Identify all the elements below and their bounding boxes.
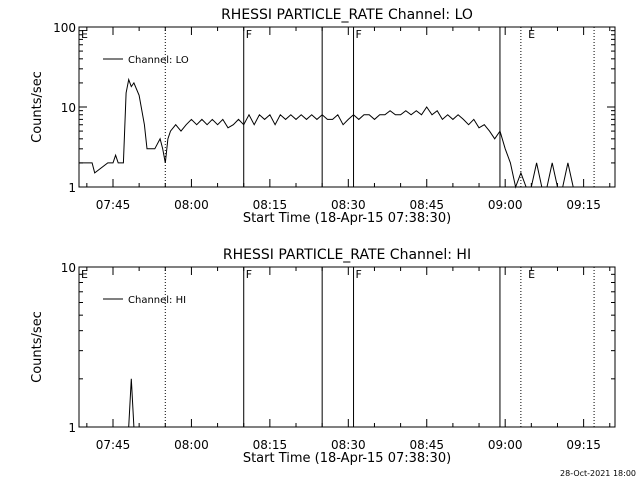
- series-line: [79, 77, 579, 189]
- x-tick-label: 08:45: [409, 438, 444, 452]
- plot-frame: [78, 266, 616, 428]
- x-tick-label: 08:30: [331, 438, 366, 452]
- flag-label: F: [246, 28, 252, 41]
- series-line: [128, 378, 135, 428]
- x-tick-label: 08:45: [409, 198, 444, 212]
- flag-label: F: [246, 268, 252, 281]
- flag-label: E: [528, 268, 535, 281]
- chart-title: RHESSI PARTICLE_RATE Channel: LO: [221, 7, 473, 23]
- legend-entry: Channel: LO: [128, 55, 189, 66]
- flag-label: F: [356, 268, 362, 281]
- x-tick-label: 08:15: [253, 438, 288, 452]
- y-tick-label: 10: [61, 101, 76, 115]
- flag-label: E: [81, 28, 88, 41]
- y-tick-label: 100: [53, 21, 76, 35]
- panel-hi: RHESSI PARTICLE_RATE Channel: HI E F F E Chan…: [30, 247, 616, 466]
- x-tick-label: 09:00: [488, 198, 523, 212]
- y-axis-label: Counts/sec: [30, 311, 45, 383]
- flag-label: E: [81, 268, 88, 281]
- chart-title: RHESSI PARTICLE_RATE Channel: HI: [223, 247, 471, 263]
- x-tick-label: 08:15: [253, 198, 288, 212]
- x-tick-label: 09:15: [566, 198, 601, 212]
- x-tick-label: 08:30: [331, 198, 366, 212]
- y-tick-label: 1: [68, 181, 76, 195]
- x-tick-label: 07:45: [96, 198, 131, 212]
- x-axis-label: Start Time (18-Apr-15 07:38:30): [243, 211, 451, 226]
- x-tick-label: 09:00: [488, 438, 523, 452]
- legend-entry: Channel: HI: [128, 295, 186, 306]
- x-axis-label: Start Time (18-Apr-15 07:38:30): [243, 451, 451, 466]
- panel-lo: RHESSI PARTICLE_RATE Channel: LO E F F E Chan…: [30, 7, 616, 226]
- flag-label: E: [528, 28, 535, 41]
- y-tick-label: 1: [68, 421, 76, 435]
- y-axis-label: Counts/sec: [30, 71, 45, 143]
- footer-timestamp: 28-Oct-2021 18:00: [560, 469, 636, 478]
- plot-frame: [78, 26, 616, 188]
- x-tick-label: 08:00: [174, 438, 209, 452]
- x-tick-label: 09:15: [566, 438, 601, 452]
- flag-label: F: [356, 28, 362, 41]
- x-tick-label: 08:00: [174, 198, 209, 212]
- y-tick-label: 10: [61, 261, 76, 275]
- x-tick-label: 07:45: [96, 438, 131, 452]
